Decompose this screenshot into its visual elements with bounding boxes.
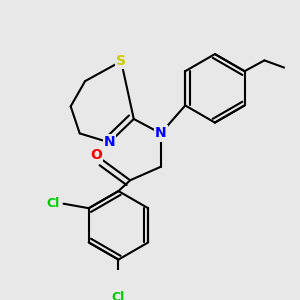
Text: O: O — [90, 148, 102, 162]
Text: N: N — [103, 135, 115, 149]
Text: S: S — [116, 54, 126, 68]
Text: N: N — [155, 126, 166, 140]
Text: Cl: Cl — [112, 291, 125, 300]
Text: Cl: Cl — [46, 197, 59, 210]
